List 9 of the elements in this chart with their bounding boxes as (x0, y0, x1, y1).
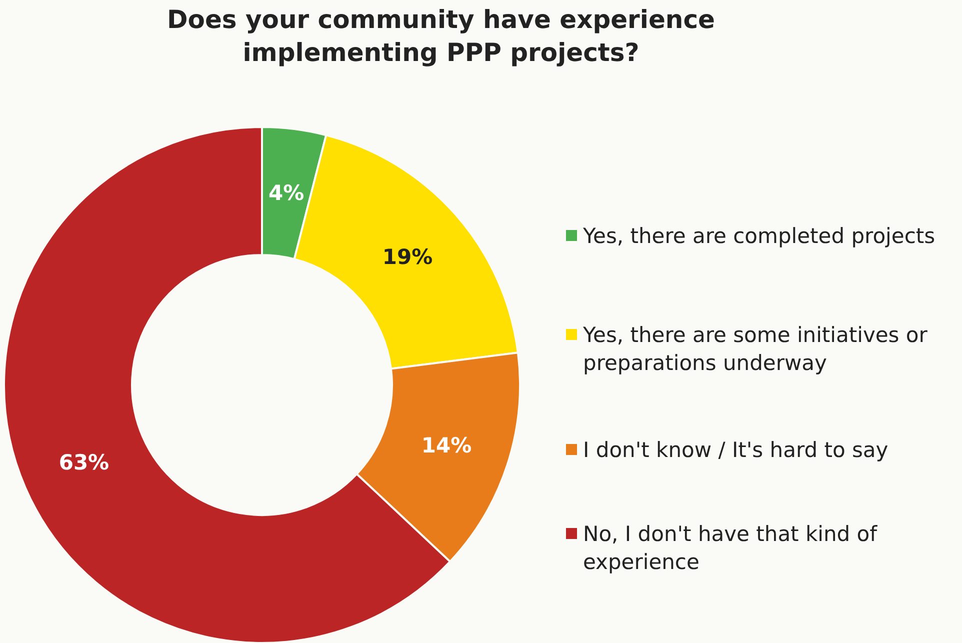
data-label: 4% (268, 180, 304, 205)
legend-label: I don't know / It's hard to say (583, 438, 888, 462)
data-label: 14% (421, 433, 472, 458)
legend-label: Yes, there are some initiatives or preparations underway (582, 323, 928, 375)
legend-label: Yes, there are completed projects (582, 224, 936, 248)
legend-label: No, I don't have that kind of experience (583, 522, 878, 574)
data-label: 19% (382, 245, 433, 270)
data-label: 63% (58, 450, 110, 474)
chart-title: Does your community have experience implementing PPP projects? (167, 5, 715, 67)
